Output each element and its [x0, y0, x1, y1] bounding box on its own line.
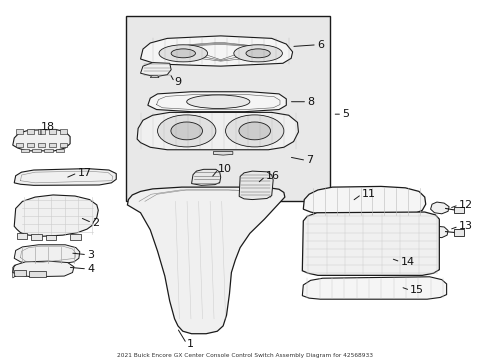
Polygon shape: [192, 169, 220, 185]
Polygon shape: [141, 36, 293, 66]
Bar: [38, 143, 45, 147]
Text: 17: 17: [77, 168, 92, 178]
Bar: [49, 130, 56, 134]
Bar: [14, 270, 26, 276]
Bar: [31, 234, 42, 240]
Text: 16: 16: [266, 171, 279, 181]
Text: 13: 13: [459, 221, 473, 231]
Polygon shape: [302, 212, 440, 275]
Text: 6: 6: [317, 40, 324, 50]
Text: 11: 11: [362, 189, 376, 199]
Polygon shape: [13, 130, 70, 151]
Text: 4: 4: [87, 264, 94, 274]
Polygon shape: [14, 195, 98, 236]
Bar: [29, 271, 46, 277]
Polygon shape: [14, 168, 116, 185]
Bar: [46, 235, 56, 240]
Bar: [17, 233, 27, 239]
Polygon shape: [431, 202, 449, 214]
Polygon shape: [239, 171, 273, 199]
Polygon shape: [303, 186, 426, 216]
Text: 3: 3: [87, 250, 94, 260]
Bar: [126, 16, 330, 201]
Text: 15: 15: [410, 285, 424, 295]
Polygon shape: [302, 277, 446, 299]
Ellipse shape: [239, 122, 270, 140]
Bar: [70, 234, 81, 240]
Bar: [454, 229, 464, 235]
Text: 2: 2: [92, 218, 99, 228]
Ellipse shape: [225, 115, 284, 147]
Bar: [38, 130, 45, 134]
Bar: [60, 143, 67, 147]
Bar: [16, 143, 23, 147]
Bar: [16, 130, 23, 134]
Text: 8: 8: [307, 97, 314, 107]
Ellipse shape: [171, 49, 196, 58]
Polygon shape: [137, 112, 298, 150]
Text: 18: 18: [41, 122, 55, 132]
Polygon shape: [150, 76, 159, 77]
Polygon shape: [214, 152, 233, 155]
Bar: [49, 143, 56, 147]
Polygon shape: [127, 187, 285, 334]
Bar: [55, 149, 64, 152]
Text: 14: 14: [400, 257, 415, 267]
Polygon shape: [14, 245, 80, 264]
Text: 12: 12: [459, 200, 473, 210]
Ellipse shape: [171, 122, 202, 140]
Bar: [44, 149, 52, 152]
Ellipse shape: [234, 45, 282, 62]
Ellipse shape: [158, 115, 216, 147]
Polygon shape: [141, 63, 171, 77]
Text: 9: 9: [174, 77, 182, 87]
Ellipse shape: [187, 95, 250, 108]
Bar: [32, 149, 41, 152]
Text: 1: 1: [187, 339, 194, 349]
Bar: [60, 130, 67, 134]
Polygon shape: [13, 261, 74, 277]
Ellipse shape: [159, 45, 208, 62]
Bar: [454, 207, 464, 213]
Text: 5: 5: [342, 109, 349, 119]
Ellipse shape: [246, 49, 270, 58]
Polygon shape: [431, 226, 448, 238]
Bar: [21, 149, 29, 152]
Bar: [27, 143, 34, 147]
Text: 10: 10: [218, 164, 232, 174]
Text: 7: 7: [306, 156, 313, 166]
Bar: [27, 130, 34, 134]
Polygon shape: [148, 92, 286, 112]
Text: 2021 Buick Encore GX Center Console Control Switch Assembly Diagram for 42568933: 2021 Buick Encore GX Center Console Cont…: [117, 353, 373, 358]
